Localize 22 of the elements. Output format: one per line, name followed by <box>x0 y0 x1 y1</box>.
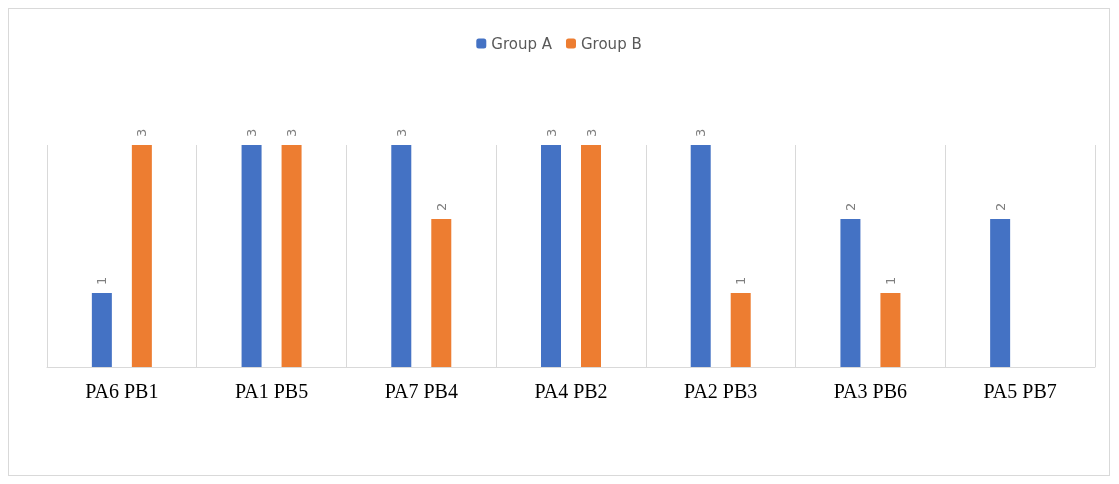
legend-label: Group A <box>491 34 553 53</box>
data-label: 3 <box>393 128 409 137</box>
x-tick-label: PA6 PB1 <box>85 380 159 402</box>
x-tick-label: PA2 PB3 <box>684 380 758 402</box>
data-label: 1 <box>882 276 898 285</box>
x-tick-label: PA1 PB5 <box>234 380 309 402</box>
data-label: 3 <box>134 128 150 137</box>
x-tick-label: PA5 PB7 <box>983 380 1057 402</box>
legend-label: Group B <box>580 34 642 53</box>
data-label: 3 <box>543 128 559 137</box>
data-label: 2 <box>433 202 449 211</box>
data-label: 1 <box>94 276 110 285</box>
data-label: 3 <box>284 128 300 137</box>
data-label: 3 <box>693 128 709 137</box>
x-tick-label: PA7 PB4 <box>384 380 458 402</box>
data-label: 3 <box>583 128 599 137</box>
data-label: 1 <box>733 276 749 285</box>
data-label: 2 <box>992 202 1008 211</box>
x-tick-label: PA3 PB6 <box>833 380 908 402</box>
data-label: 2 <box>842 202 858 211</box>
x-tick-label: PA4 PB2 <box>534 380 608 402</box>
data-label: 3 <box>244 128 260 137</box>
